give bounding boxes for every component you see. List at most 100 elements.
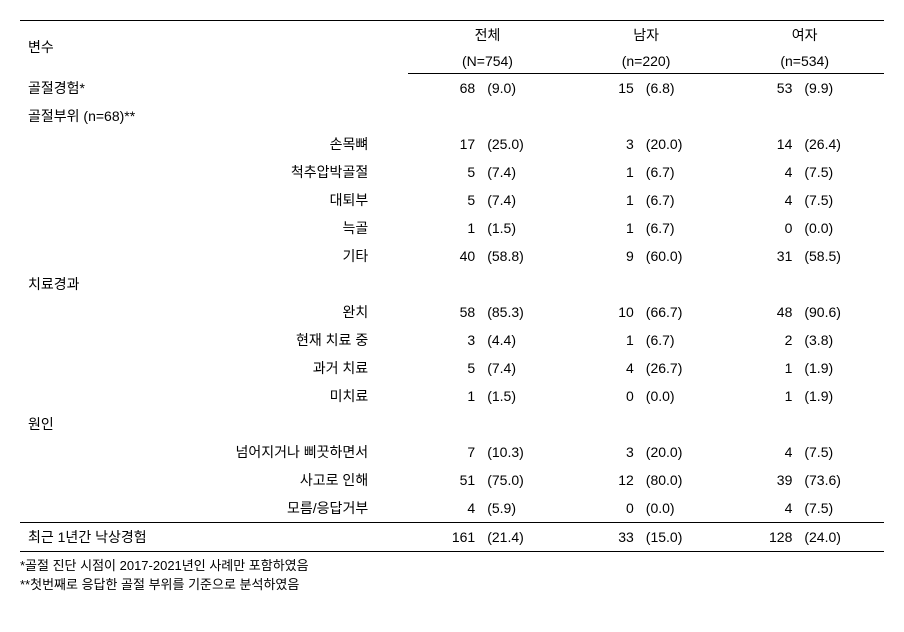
cell-pct: (75.0) (479, 466, 567, 494)
cell-n: 3 (408, 326, 479, 354)
row-label: 과거 치료 (20, 354, 408, 382)
row-label: 대퇴부 (20, 186, 408, 214)
cell-n: 51 (408, 466, 479, 494)
table-row: 기타40(58.8)9(60.0)31(58.5) (20, 242, 884, 270)
table-row: 골절부위 (n=68)** (20, 102, 884, 130)
cell-pct: (7.5) (796, 438, 884, 466)
header-group-0-n: (N=754) (408, 49, 567, 74)
table-row: 넘어지거나 삐끗하면서7(10.3)3(20.0)4(7.5) (20, 438, 884, 466)
cell-n: 0 (567, 382, 638, 410)
cell-n: 33 (567, 522, 638, 551)
footnotes: *골절 진단 시점이 2017-2021년인 사례만 포함하였음 **첫번째로 … (20, 556, 884, 595)
cell-n: 15 (567, 74, 638, 102)
cell-n: 1 (567, 326, 638, 354)
cell-n: 1 (567, 158, 638, 186)
cell-pct: (73.6) (796, 466, 884, 494)
cell-n: 53 (725, 74, 796, 102)
cell-pct: (90.6) (796, 298, 884, 326)
table-row: 사고로 인해51(75.0)12(80.0)39(73.6) (20, 466, 884, 494)
cell-pct: (7.4) (479, 158, 567, 186)
cell-n: 10 (567, 298, 638, 326)
cell-pct: (6.7) (638, 158, 726, 186)
table-row: 최근 1년간 낙상경험161(21.4)33(15.0)128(24.0) (20, 522, 884, 551)
cell-n: 4 (725, 438, 796, 466)
cell-pct: (26.4) (796, 130, 884, 158)
row-label: 현재 치료 중 (20, 326, 408, 354)
cell-pct: (7.5) (796, 186, 884, 214)
cell-pct: (9.9) (796, 74, 884, 102)
cell-pct: (9.0) (479, 74, 567, 102)
cell-n: 1 (725, 382, 796, 410)
data-table: 변수 전체 남자 여자 (N=754) (n=220) (n=534) 골절경험… (20, 20, 884, 552)
cell-pct: (80.0) (638, 466, 726, 494)
cell-n: 128 (725, 522, 796, 551)
cell-pct: (6.8) (638, 74, 726, 102)
cell-pct: (21.4) (479, 522, 567, 551)
cell-n: 2 (725, 326, 796, 354)
footnote-0: *골절 진단 시점이 2017-2021년인 사례만 포함하였음 (20, 556, 884, 576)
cell-pct: (1.9) (796, 382, 884, 410)
cell-pct: (58.5) (796, 242, 884, 270)
cell-n: 9 (567, 242, 638, 270)
cell-pct: (20.0) (638, 438, 726, 466)
cell-pct: (25.0) (479, 130, 567, 158)
header-group-1: 남자 (567, 21, 726, 50)
cell-pct: (4.4) (479, 326, 567, 354)
row-label: 척추압박골절 (20, 158, 408, 186)
cell-pct: (15.0) (638, 522, 726, 551)
section-label: 치료경과 (20, 270, 884, 298)
cell-n: 3 (567, 438, 638, 466)
cell-n: 4 (567, 354, 638, 382)
cell-n: 1 (567, 186, 638, 214)
cell-n: 3 (567, 130, 638, 158)
row-label: 손목뼈 (20, 130, 408, 158)
table-row: 미치료1(1.5)0(0.0)1(1.9) (20, 382, 884, 410)
cell-pct: (66.7) (638, 298, 726, 326)
table-row: 과거 치료5(7.4)4(26.7)1(1.9) (20, 354, 884, 382)
cell-n: 1 (408, 214, 479, 242)
cell-pct: (26.7) (638, 354, 726, 382)
cell-n: 31 (725, 242, 796, 270)
cell-n: 5 (408, 354, 479, 382)
cell-pct: (7.5) (796, 494, 884, 523)
cell-pct: (58.8) (479, 242, 567, 270)
row-label: 골절경험* (20, 74, 408, 102)
section-label: 골절부위 (n=68)** (20, 102, 884, 130)
row-label: 완치 (20, 298, 408, 326)
cell-pct: (60.0) (638, 242, 726, 270)
cell-pct: (0.0) (638, 382, 726, 410)
section-label: 원인 (20, 410, 884, 438)
cell-n: 17 (408, 130, 479, 158)
cell-n: 39 (725, 466, 796, 494)
table-row: 대퇴부5(7.4)1(6.7)4(7.5) (20, 186, 884, 214)
cell-n: 68 (408, 74, 479, 102)
row-label: 최근 1년간 낙상경험 (20, 522, 408, 551)
cell-pct: (5.9) (479, 494, 567, 523)
cell-pct: (20.0) (638, 130, 726, 158)
cell-n: 4 (725, 494, 796, 523)
cell-n: 0 (725, 214, 796, 242)
cell-n: 1 (567, 214, 638, 242)
header-group-2-n: (n=534) (725, 49, 884, 74)
cell-n: 161 (408, 522, 479, 551)
cell-pct: (10.3) (479, 438, 567, 466)
table-row: 모름/응답거부4(5.9)0(0.0)4(7.5) (20, 494, 884, 523)
row-label: 늑골 (20, 214, 408, 242)
cell-pct: (24.0) (796, 522, 884, 551)
cell-pct: (0.0) (638, 494, 726, 523)
cell-pct: (6.7) (638, 214, 726, 242)
row-label: 넘어지거나 삐끗하면서 (20, 438, 408, 466)
cell-n: 7 (408, 438, 479, 466)
header-group-1-n: (n=220) (567, 49, 726, 74)
cell-n: 0 (567, 494, 638, 523)
cell-n: 48 (725, 298, 796, 326)
cell-n: 4 (408, 494, 479, 523)
cell-pct: (1.5) (479, 214, 567, 242)
cell-pct: (7.5) (796, 158, 884, 186)
cell-n: 14 (725, 130, 796, 158)
cell-pct: (7.4) (479, 186, 567, 214)
cell-n: 12 (567, 466, 638, 494)
cell-pct: (0.0) (796, 214, 884, 242)
row-label: 기타 (20, 242, 408, 270)
cell-n: 1 (408, 382, 479, 410)
